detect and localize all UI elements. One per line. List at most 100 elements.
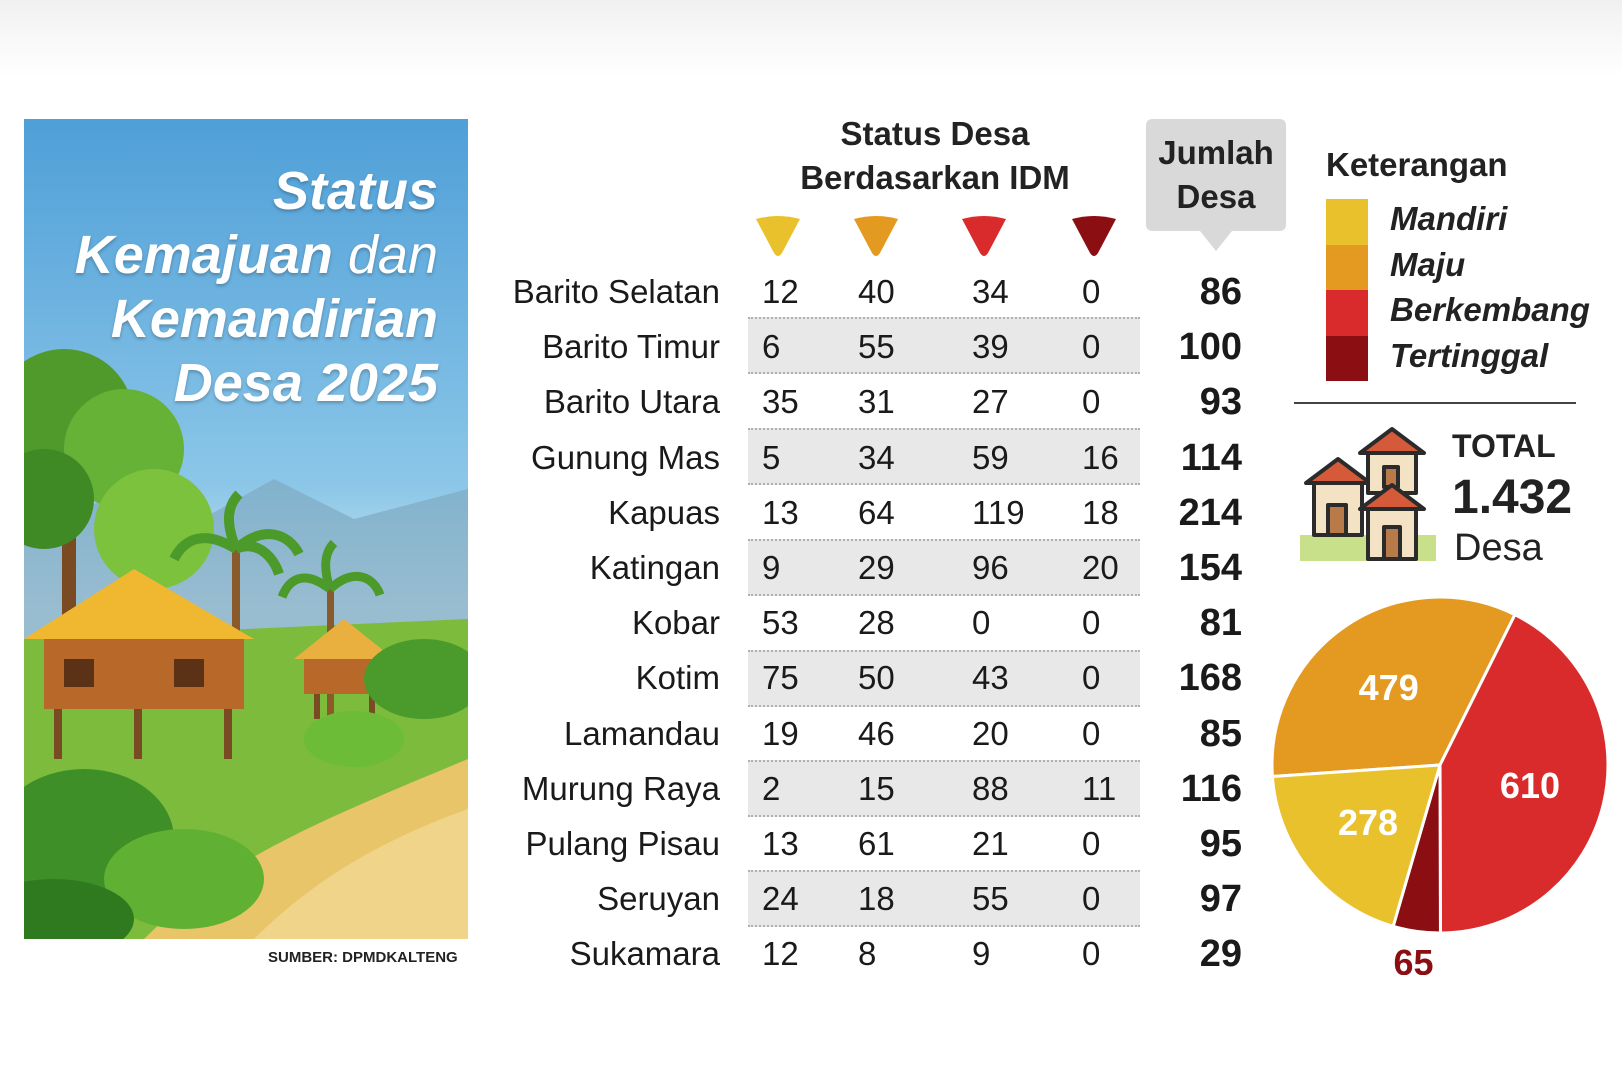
pie-label-mandiri: 278: [1338, 802, 1398, 843]
table-cell-tertinggal: 0: [1082, 880, 1101, 917]
table-cell-tertinggal: 0: [1082, 715, 1101, 752]
row-stripe: [748, 317, 1140, 374]
table-cell-mandiri: 24: [762, 880, 799, 917]
row-stripe: [748, 539, 1140, 596]
table-cell-berkembang: 39: [972, 328, 1009, 365]
table-cell-berkembang: 21: [972, 825, 1009, 862]
table-cell-mandiri: 12: [762, 935, 799, 972]
table-cell-berkembang: 88: [972, 770, 1009, 807]
table-region-label: Katingan: [589, 549, 720, 586]
legend-swatches: [1326, 199, 1368, 381]
table-cell-maju: 8: [858, 935, 877, 972]
table-cell-jumlah: 100: [1178, 326, 1242, 368]
pie-slice-mandiri: [1270, 763, 1443, 929]
row-stripe: [748, 760, 1140, 817]
table-cell-mandiri: 2: [762, 770, 781, 807]
table-region-label: Pulang Pisau: [525, 825, 720, 862]
table-cell-berkembang: 43: [972, 659, 1009, 696]
berkembang-column-marker-icon: [962, 216, 1006, 256]
table-cell-berkembang: 96: [972, 549, 1009, 586]
table-cell-tertinggal: 11: [1082, 770, 1117, 807]
table-cell-mandiri: 35: [762, 383, 799, 420]
table-cell-maju: 40: [858, 273, 895, 310]
table-cell-jumlah: 114: [1180, 437, 1242, 479]
total-value: 1.432: [1452, 471, 1573, 524]
village-illustration: [24, 119, 468, 939]
table-cell-mandiri: 13: [762, 825, 799, 862]
table-cell-mandiri: 19: [762, 715, 799, 752]
table-cell-tertinggal: 0: [1082, 604, 1101, 641]
table-cell-tertinggal: 18: [1082, 494, 1119, 531]
panel-title-line2a: Kemajuan: [74, 225, 333, 285]
table-cell-mandiri: 5: [762, 439, 781, 476]
status-pie-chart: 479 610 65 278: [1270, 595, 1610, 975]
table-cell-jumlah: 154: [1178, 547, 1242, 589]
total-unit: Desa: [1454, 527, 1543, 569]
legend-swatch-tertinggal: [1326, 335, 1368, 381]
panel-title-line3: Kemandirian: [110, 289, 438, 349]
table-cell-maju: 50: [858, 659, 895, 696]
maju-column-marker-icon: [854, 216, 898, 256]
panel-title: Status Kemajuan dan Kemandirian Desa 202…: [75, 159, 438, 415]
table-cell-maju: 29: [858, 549, 895, 586]
table-cell-mandiri: 13: [762, 494, 799, 531]
panel-title-line2b: dan: [347, 225, 438, 285]
table-cell-maju: 34: [858, 439, 895, 476]
legend-label-mandiri: Mandiri: [1390, 200, 1508, 237]
table-cell-tertinggal: 0: [1082, 383, 1101, 420]
jumlah-header-line1: Jumlah: [1158, 134, 1274, 171]
table-cell-maju: 18: [858, 880, 895, 917]
legend-swatch-mandiri: [1326, 199, 1368, 245]
table-cell-berkembang: 0: [972, 604, 991, 641]
mandiri-column-marker-icon: [756, 216, 800, 256]
table-cell-maju: 15: [858, 770, 895, 807]
status-header: Status Desa Berdasarkan IDM: [760, 112, 1110, 200]
legend-label-tertinggal: Tertinggal: [1390, 337, 1549, 374]
table-cell-mandiri: 12: [762, 273, 799, 310]
row-stripe: [748, 428, 1140, 485]
source-note: SUMBER: DPMDKALTENG: [268, 949, 458, 966]
pie-slice-maju: [1270, 595, 1517, 779]
table-cell-jumlah: 86: [1199, 271, 1242, 313]
table-cell-jumlah: 81: [1199, 602, 1242, 644]
legend-swatch-berkembang: [1326, 290, 1368, 336]
table-cell-tertinggal: 0: [1082, 328, 1101, 365]
table-cell-tertinggal: 0: [1082, 935, 1101, 972]
table-cell-mandiri: 6: [762, 328, 781, 365]
table-region-label: Murung Raya: [521, 770, 720, 807]
table-region-label: Kapuas: [608, 494, 720, 531]
table-cell-mandiri: 53: [762, 604, 799, 641]
pie-slice-berkembang: [1438, 612, 1610, 935]
table-cell-berkembang: 9: [972, 935, 991, 972]
table-cell-jumlah: 85: [1199, 713, 1242, 755]
table-cell-berkembang: 55: [972, 880, 1009, 917]
panel-title-line1: Status: [272, 161, 438, 221]
table-cell-tertinggal: 0: [1082, 825, 1101, 862]
panel-title-line4: Desa 2025: [173, 353, 438, 413]
table-cell-berkembang: 119: [972, 494, 1025, 531]
legend-swatch-maju: [1326, 244, 1368, 290]
legend-label-maju: Maju: [1390, 246, 1466, 283]
table-cell-berkembang: 59: [972, 439, 1009, 476]
table-region-label: Lamandau: [564, 715, 720, 752]
table-cell-maju: 31: [858, 383, 895, 420]
table-cell-berkembang: 34: [972, 273, 1009, 310]
top-background: [0, 0, 1622, 80]
table-cell-maju: 61: [858, 825, 895, 862]
tertinggal-column-marker-icon: [1072, 216, 1116, 256]
table-region-label: Kobar: [631, 604, 720, 641]
status-header-line2: Berdasarkan IDM: [800, 159, 1070, 196]
table-cell-jumlah: 116: [1180, 768, 1242, 810]
legend-label-berkembang: Berkembang: [1390, 291, 1590, 328]
table-region-label: Barito Timur: [542, 328, 720, 365]
table-cell-maju: 64: [858, 494, 895, 531]
table-cell-jumlah: 168: [1178, 657, 1242, 699]
table-region-label: Gunung Mas: [531, 439, 720, 476]
total-label: TOTAL: [1452, 428, 1556, 464]
pie-label-berkembang: 610: [1500, 765, 1560, 806]
table-cell-maju: 55: [858, 328, 895, 365]
table-cell-jumlah: 95: [1199, 823, 1242, 865]
legend-title: Keterangan: [1326, 146, 1508, 183]
table-cell-tertinggal: 16: [1082, 439, 1119, 476]
jumlah-header: Jumlah Desa: [1146, 119, 1286, 231]
